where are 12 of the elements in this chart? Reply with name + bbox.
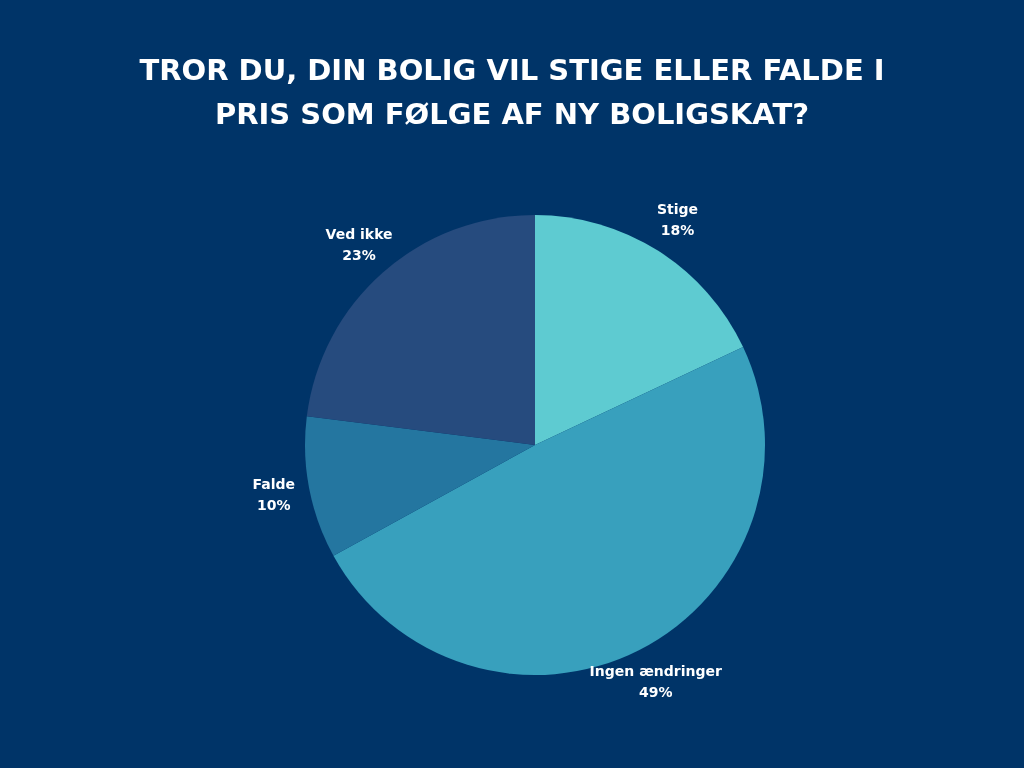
pie-slice [535, 215, 744, 445]
pie-slice [305, 416, 535, 556]
slice-label: Stige [656, 201, 699, 218]
data-label: 10% [256, 496, 291, 513]
slice-label: Falde [252, 475, 295, 492]
data-label: 23% [342, 247, 376, 264]
data-label: 18% [660, 222, 695, 239]
slice-label: Ved ikke [325, 226, 393, 243]
pie-slice [306, 215, 535, 445]
chart-title: TROR DU, DIN BOLIG VIL STIGE ELLER FALDE I PRIS SOM FØLGE AF NY BOLIGSKAT? [139, 53, 885, 131]
slice-label: Ingen ændringer [589, 663, 722, 680]
data-label: 49% [639, 684, 673, 701]
